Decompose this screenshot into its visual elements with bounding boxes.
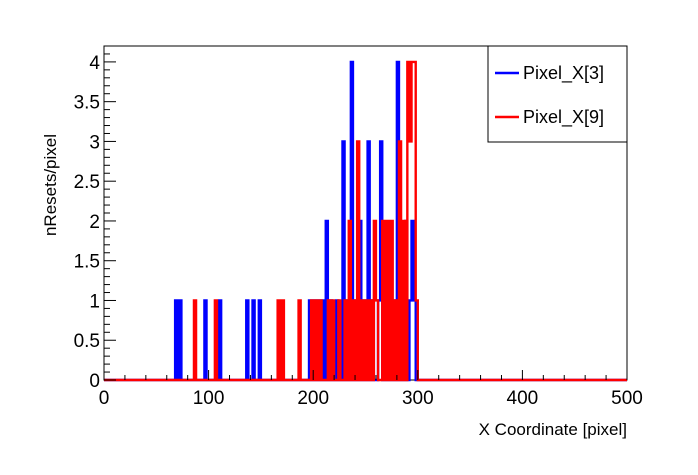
y-tick-label: 0.5 — [74, 331, 100, 352]
y-tick-label: 3 — [89, 132, 100, 153]
x-tick-label: 400 — [507, 388, 539, 409]
y-tick-label: 3.5 — [74, 93, 100, 114]
legend-box — [487, 45, 628, 143]
x-tick-label: 200 — [297, 388, 329, 409]
y-tick-label: 1 — [89, 291, 100, 312]
y-tick-label: 4 — [89, 53, 100, 74]
legend: Pixel_X[3] Pixel_X[9] — [487, 45, 628, 143]
x-tick-label: 100 — [193, 388, 225, 409]
x-tick-label: 0 — [99, 388, 110, 409]
x-axis-title: X Coordinate [pixel] — [479, 420, 627, 439]
x-tick-label: 300 — [402, 388, 434, 409]
y-tick-label: 1.5 — [74, 252, 100, 273]
legend-label-pixel-x3: Pixel_X[3] — [523, 63, 604, 84]
y-tick-label: 0 — [89, 371, 100, 392]
legend-label-pixel-x9: Pixel_X[9] — [523, 107, 604, 128]
y-axis-title: nResets/pixel — [41, 134, 60, 236]
x-tick-label: 500 — [611, 388, 643, 409]
y-tick-label: 2.5 — [74, 172, 100, 193]
y-tick-label: 2 — [89, 212, 100, 233]
